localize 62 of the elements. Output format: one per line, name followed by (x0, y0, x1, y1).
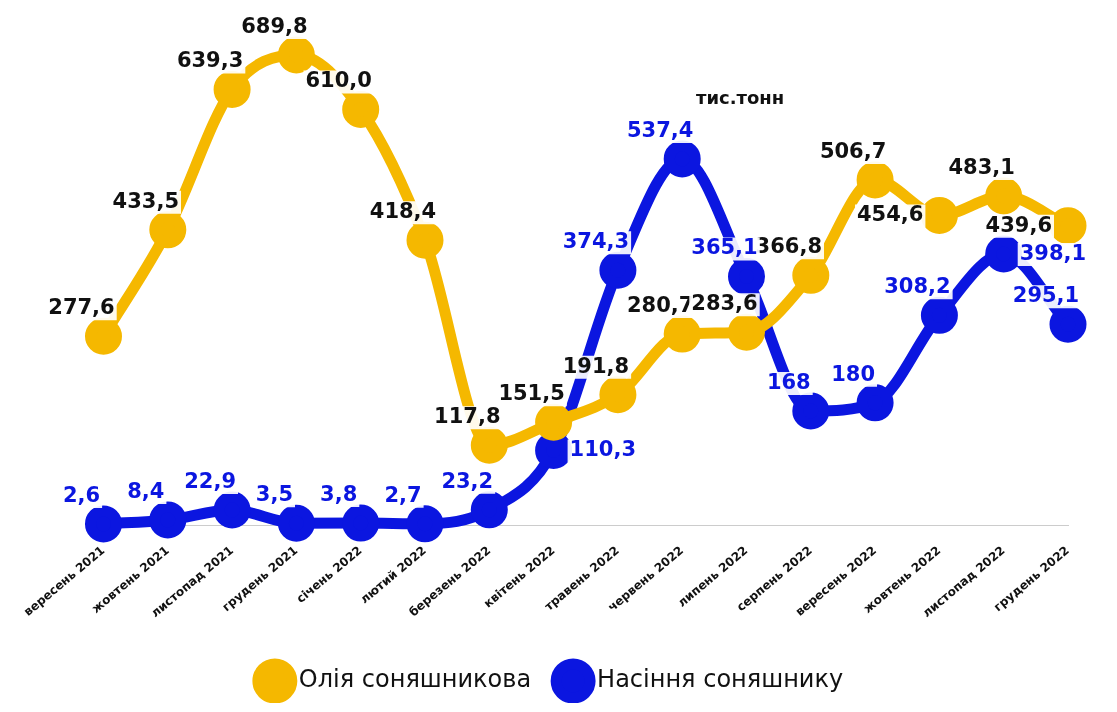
point (792, 392, 830, 430)
point (277, 504, 315, 542)
data-label: 3,8 (320, 482, 358, 507)
point (599, 376, 637, 414)
data-label: 454,6 (856, 202, 924, 227)
annotation: тис.тонн (695, 86, 785, 108)
data-label: 191,8 (562, 353, 630, 378)
data-label: 8,4 (127, 478, 165, 503)
data-label: 2,7 (384, 482, 422, 507)
point (149, 211, 187, 249)
point (728, 313, 765, 351)
data-label: 374,3 (562, 229, 630, 254)
point (856, 161, 894, 199)
data-label: 168 (766, 369, 811, 394)
data-label: 151,5 (498, 381, 565, 406)
point (85, 317, 122, 355)
legend-label: Олія соняшникова (298, 665, 532, 694)
point (213, 70, 251, 108)
data-label: 537,4 (626, 117, 694, 142)
data-label: 117,8 (434, 404, 501, 429)
data-label: 365,1 (691, 235, 758, 260)
data-label: 23,2 (441, 468, 494, 493)
point (406, 221, 444, 259)
point (920, 296, 958, 334)
data-label: 22,9 (184, 468, 237, 493)
point (792, 256, 830, 294)
point (663, 140, 701, 178)
data-label: 366,8 (755, 234, 823, 259)
data-label: 283,6 (691, 291, 758, 316)
point (149, 501, 187, 539)
data-label: 506,7 (819, 138, 887, 163)
point (213, 491, 251, 529)
point (985, 177, 1023, 215)
data-label: 3,5 (255, 482, 293, 507)
point (535, 403, 573, 441)
data-label: 610,0 (305, 68, 372, 93)
data-label: 295,1 (1012, 283, 1080, 308)
data-label: 483,1 (948, 154, 1015, 179)
point (342, 90, 380, 128)
data-label: 689,8 (241, 13, 308, 38)
point (470, 426, 508, 464)
point (1049, 305, 1087, 343)
data-label: 2,6 (62, 482, 101, 507)
data-label: 280,7 (626, 293, 694, 318)
data-label: 439,6 (985, 212, 1053, 237)
point (406, 505, 444, 543)
point (599, 251, 637, 289)
point (470, 491, 508, 529)
point (85, 505, 122, 543)
legend-label: Насіння соняшнику (597, 665, 844, 694)
point (856, 384, 894, 422)
data-label: 110,3 (569, 437, 637, 462)
point (342, 504, 380, 542)
data-label: 180 (831, 361, 876, 386)
point (728, 258, 765, 296)
point (663, 315, 701, 353)
data-label: 308,2 (884, 274, 951, 299)
data-label: 398,1 (1019, 240, 1087, 265)
data-label: 418,4 (369, 199, 437, 224)
data-label: 639,3 (176, 48, 244, 73)
data-label: 277,6 (48, 295, 115, 320)
data-label: 433,5 (112, 188, 180, 213)
